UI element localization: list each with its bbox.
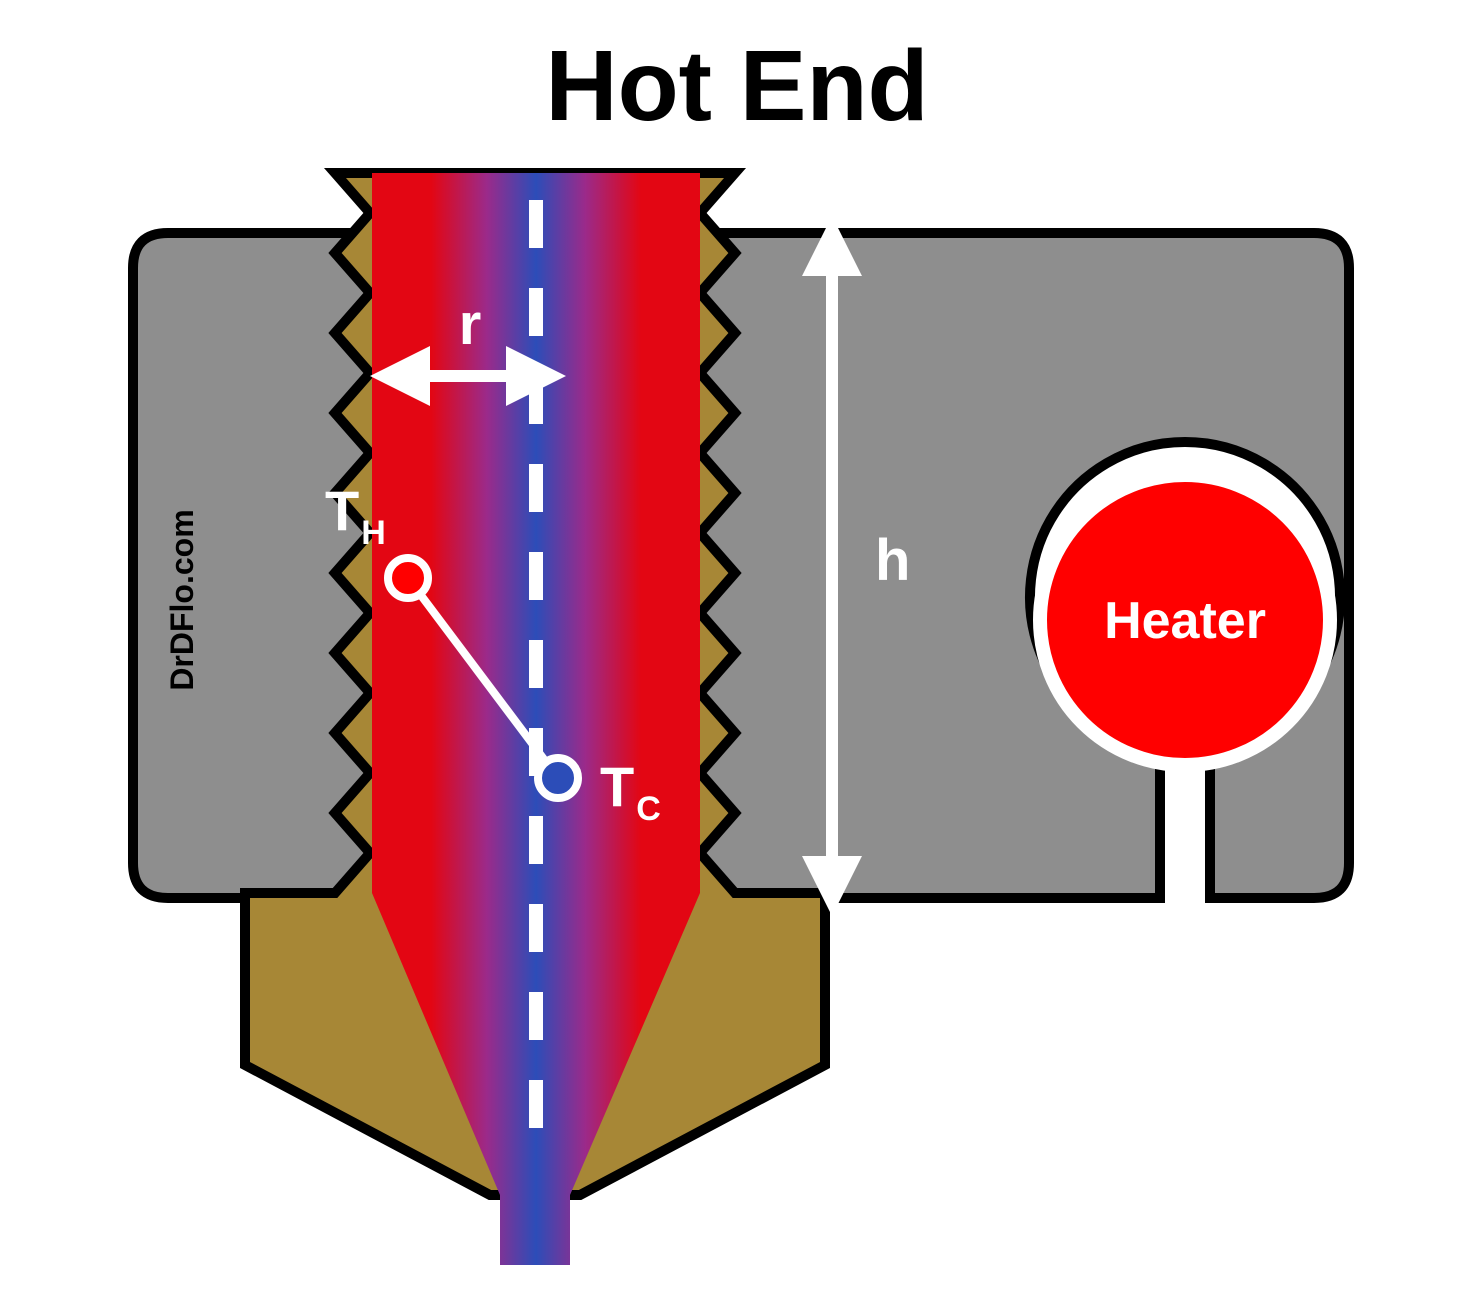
tc-point (538, 758, 578, 798)
diagram-title: Hot End (545, 30, 928, 142)
watermark: DrDFlo.com (164, 509, 200, 690)
height-label: h (875, 528, 910, 593)
heater-label: Heater (1104, 592, 1266, 650)
radius-label: r (459, 292, 482, 357)
th-point (388, 558, 428, 598)
